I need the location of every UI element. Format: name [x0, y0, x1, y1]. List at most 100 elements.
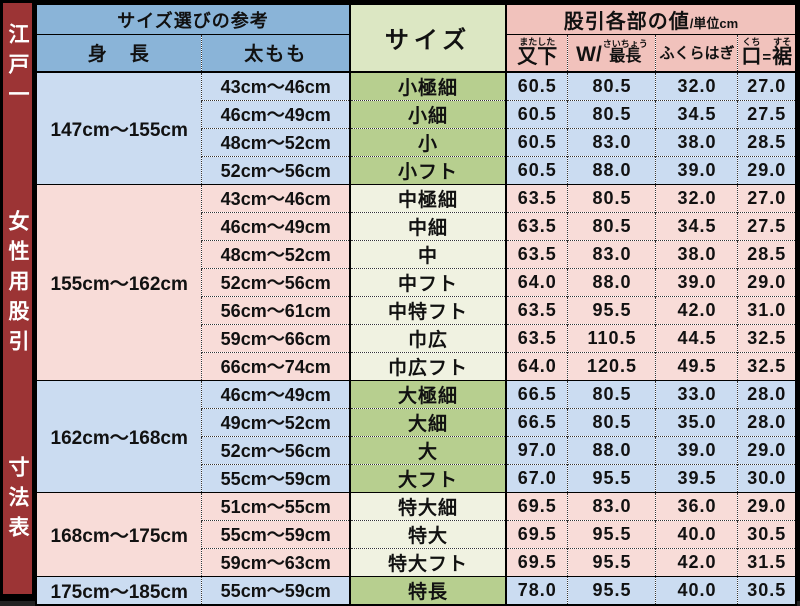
size-name-cell: 特大細 [348, 491, 507, 520]
hem-furigana: すそ [773, 37, 792, 48]
value-cell: 29.0 [737, 435, 796, 464]
value-cell: 39.0 [655, 435, 738, 464]
value-cell: 78.0 [505, 575, 568, 605]
thigh-range-cell: 66cm～74cm [201, 351, 350, 380]
size-name-cell: 中細 [348, 211, 507, 240]
table-row: 46cm～49cm 小細 60.5 80.5 34.5 27.5 [36, 99, 796, 128]
height-range-cell: 168cm～175cm [35, 491, 202, 576]
thigh-range-cell: 59cm～63cm [201, 547, 350, 576]
table-row: 49cm～52cm 大細 66.5 80.5 35.0 28.0 [36, 407, 796, 436]
value-cell: 34.5 [655, 211, 738, 240]
calf-column-header: ふくらはぎ [655, 34, 738, 73]
thigh-range-cell: 55cm～59cm [201, 463, 350, 492]
value-cell: 32.0 [655, 183, 738, 212]
value-cell: 80.5 [567, 99, 656, 128]
value-cell: 110.5 [567, 323, 656, 352]
table-row: 66cm～74cm 巾広フト 64.0 120.5 49.5 32.5 [36, 351, 796, 380]
value-cell: 35.0 [655, 407, 738, 436]
height-range-cell: 147cm～155cm [35, 71, 202, 184]
value-cell: 63.5 [505, 211, 568, 240]
equals-sign: = [762, 49, 772, 67]
table-row: 175cm～185cm 55cm～59cm 特長 78.0 95.5 40.0 30.5 [35, 575, 796, 605]
size-name-cell: 中フト [348, 267, 507, 296]
size-name-cell: 巾広 [348, 323, 507, 352]
maxlength-label: 最長 [609, 48, 642, 66]
value-cell: 95.5 [567, 547, 656, 576]
table-row: 52cm～56cm 中フト 64.0 88.0 39.0 29.0 [36, 267, 796, 296]
value-cell: 60.5 [505, 99, 568, 128]
brand-label: 江戸一 [5, 23, 29, 113]
size-name-cell: 特大フト [348, 547, 507, 576]
table-row: 59cm～66cm 巾広 63.5 110.5 44.5 32.5 [36, 323, 796, 352]
size-name-cell: 巾広フト [348, 351, 507, 380]
value-cell: 28.0 [737, 407, 796, 436]
value-cell: 30.5 [737, 575, 796, 605]
table-row: 52cm～56cm 小フト 60.5 88.0 39.0 29.0 [36, 155, 796, 184]
thigh-range-cell: 55cm～59cm [201, 519, 350, 548]
table-row: 59cm～63cm 特大フト 69.5 95.5 42.0 31.5 [36, 547, 796, 576]
mouth-furigana: くち [742, 37, 761, 48]
size-name-cell: 小 [348, 127, 507, 156]
maxlength-furigana: さいちょう [602, 39, 648, 50]
size-name-cell: 小フト [348, 155, 507, 184]
selection-reference-header: サイズ選びの参考 [35, 4, 350, 35]
value-cell: 32.5 [737, 351, 796, 380]
value-cell: 88.0 [567, 435, 656, 464]
thigh-range-cell: 43cm～46cm [201, 183, 350, 212]
value-cell: 120.5 [567, 351, 656, 380]
table-row: 168cm～175cm 51cm～55cm 特大細 69.5 83.0 36.0 29.0 [35, 491, 796, 576]
thigh-range-cell: 59cm～66cm [201, 323, 350, 352]
value-cell: 60.5 [505, 71, 568, 100]
waist-prefix: W/ [576, 43, 602, 67]
height-range-cell: 162cm～168cm [35, 379, 202, 492]
value-cell: 95.5 [567, 463, 656, 492]
vertical-title-bar: 江戸一 女性用股引 寸法表 [3, 3, 32, 594]
value-cell: 38.0 [655, 239, 738, 268]
thigh-range-cell: 55cm～59cm [201, 575, 350, 605]
value-cell: 34.5 [655, 99, 738, 128]
table-row: 56cm～61cm 中特フト 63.5 95.5 42.0 31.0 [36, 295, 796, 324]
value-cell: 63.5 [505, 323, 568, 352]
size-name-cell: 大 [348, 435, 507, 464]
height-range-cell: 175cm～185cm [35, 575, 202, 605]
value-cell: 80.5 [567, 407, 656, 436]
thigh-range-cell: 48cm～52cm [201, 239, 350, 268]
value-cell: 80.5 [567, 379, 656, 408]
table-row: 147cm～155cm 43cm～46cm 小極細 60.5 80.5 32.0 27.0 [35, 71, 796, 184]
thigh-range-cell: 52cm～56cm [201, 435, 350, 464]
size-name-cell: 中極細 [348, 183, 507, 212]
value-cell: 28.0 [737, 379, 796, 408]
value-cell: 67.0 [505, 463, 568, 492]
height-range-cell: 155cm～162cm [35, 183, 202, 380]
value-cell: 39.5 [655, 463, 738, 492]
value-cell: 27.5 [737, 211, 796, 240]
size-name-cell: 特長 [348, 575, 507, 605]
table-row: 155cm～162cm 43cm～46cm 中極細 63.5 80.5 32.0 27.0 [35, 183, 796, 380]
thigh-range-cell: 46cm～49cm [201, 211, 350, 240]
value-cell: 28.5 [737, 239, 796, 268]
value-cell: 33.0 [655, 379, 738, 408]
value-cell: 95.5 [567, 519, 656, 548]
value-cell: 32.0 [655, 71, 738, 100]
value-cell: 88.0 [567, 155, 656, 184]
value-cell: 95.5 [567, 295, 656, 324]
inseam-furigana: またした [519, 37, 556, 48]
value-cell: 42.0 [655, 547, 738, 576]
value-cell: 29.0 [737, 155, 796, 184]
table-row: 55cm～59cm 特大 69.5 95.5 40.0 30.5 [36, 519, 796, 548]
value-cell: 60.5 [505, 155, 568, 184]
thigh-range-cell: 51cm～55cm [201, 491, 350, 520]
value-cell: 69.5 [505, 547, 568, 576]
value-cell: 29.0 [737, 267, 796, 296]
value-cell: 80.5 [567, 71, 656, 100]
value-cell: 66.5 [505, 379, 568, 408]
value-cell: 69.5 [505, 519, 568, 548]
size-table-body: 147cm～155cm 43cm～46cm 小極細 60.5 80.5 32.0 27.0 4… [35, 71, 796, 605]
size-name-cell: 大極細 [348, 379, 507, 408]
table-row: 48cm～52cm 中 63.5 83.0 38.0 28.5 [36, 239, 796, 268]
size-name-cell: 中 [348, 239, 507, 268]
value-cell: 39.0 [655, 267, 738, 296]
values-section-header: 股引各部の値/単位cm [505, 4, 796, 35]
values-unit-label: /単位cm [689, 16, 739, 31]
